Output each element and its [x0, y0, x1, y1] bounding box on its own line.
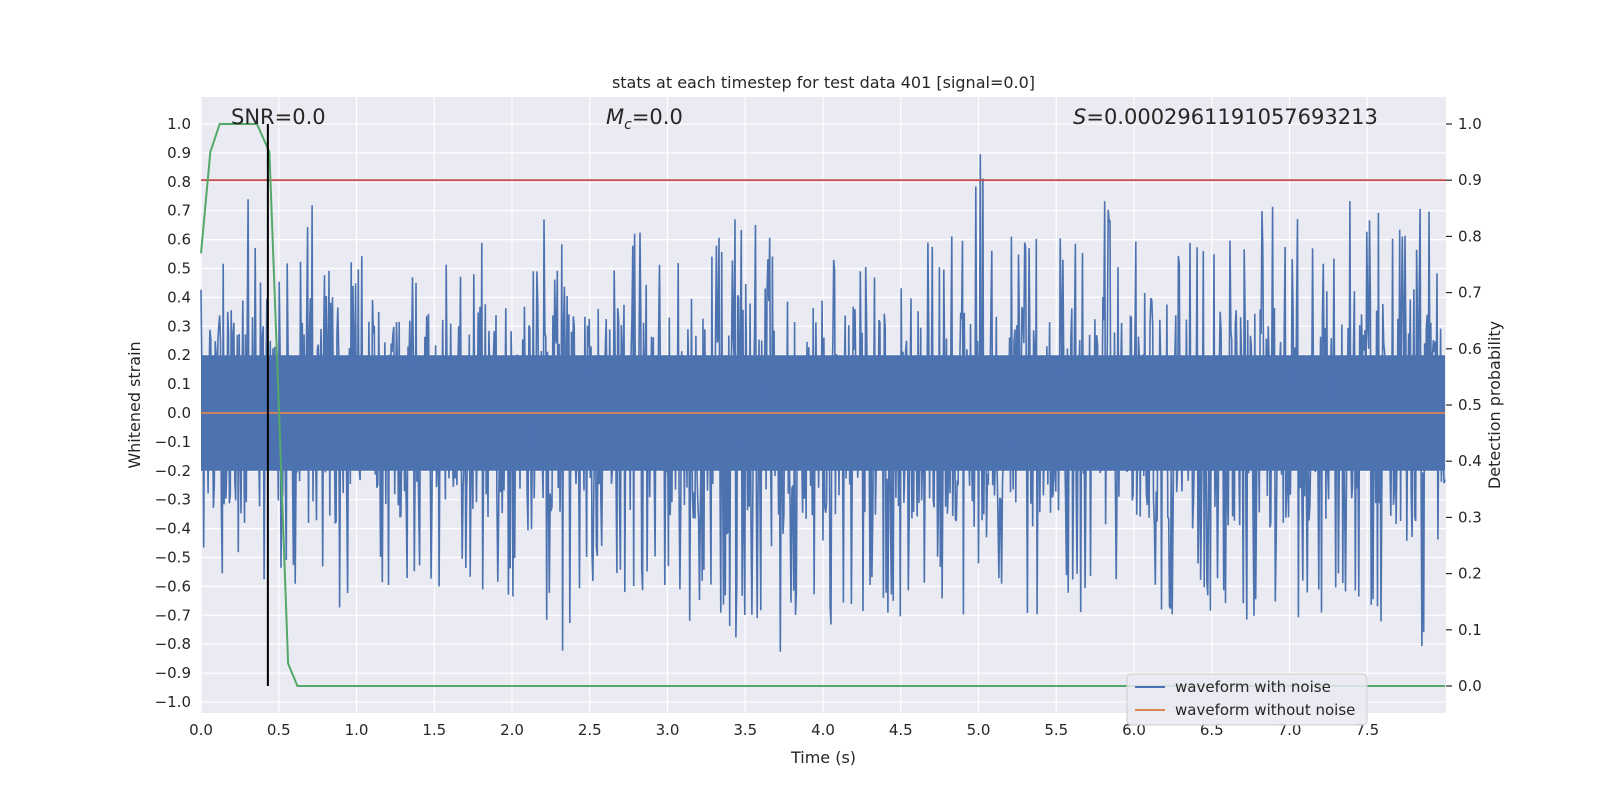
y-right-tick-label: 0.1	[1458, 621, 1482, 639]
y-right-tick-label: 0.2	[1458, 565, 1482, 583]
legend-label-waveform-without-noise: waveform without noise	[1175, 701, 1355, 719]
x-axis-label: Time (s)	[790, 748, 856, 767]
x-tick-label: 4.5	[889, 721, 913, 739]
y-tick-label: 0.7	[167, 202, 191, 220]
y-tick-label: 0.5	[167, 260, 191, 278]
x-tick-label: 0.0	[189, 721, 213, 739]
legend: waveform with noise waveform without noi…	[1126, 673, 1368, 726]
waveform-with-noise-line	[200, 154, 1446, 652]
y-tick-label: 0.6	[167, 231, 191, 249]
y-tick-label: −0.4	[155, 520, 191, 538]
y-tick-label: −0.6	[155, 577, 191, 595]
x-tick-label: 3.5	[733, 721, 757, 739]
y-axis-right-label: Detection probability	[1485, 321, 1504, 489]
y-tick-label: 0.8	[167, 173, 191, 191]
y-tick-label: −1.0	[155, 693, 191, 711]
chirp-mass-subscript: c	[624, 117, 632, 133]
y-right-tick-label: 0.5	[1458, 396, 1482, 414]
y-tick-label: 0.0	[167, 404, 191, 422]
snr-annotation: SNR=0.0	[231, 105, 326, 129]
x-tick-label: 2.0	[500, 721, 524, 739]
x-tick-label: 2.5	[578, 721, 602, 739]
detection-probability-line	[200, 123, 1445, 687]
y-tick-label: −0.9	[155, 664, 191, 682]
y-right-tick-label: 1.0	[1458, 115, 1482, 133]
axes: 0.0 0.5 1.0 1.5 2.0 2.5 3.0 3.5 4.0 4.5 5.0 5.5 6.0 6…	[155, 115, 1482, 739]
x-tick-label: 3.0	[656, 721, 680, 739]
y-right-tick-label: 0.0	[1458, 677, 1482, 695]
y-right-tick-label: 0.3	[1458, 508, 1482, 526]
y-tick-label: 0.2	[167, 346, 191, 364]
score-symbol: S	[1073, 105, 1086, 129]
y-tick-label: −0.2	[155, 462, 191, 480]
y-tick-label: 0.3	[167, 317, 191, 335]
y-tick-label: 0.9	[167, 144, 191, 162]
y-right-tick-label: 0.6	[1458, 340, 1482, 358]
x-tick-label: 4.0	[811, 721, 835, 739]
y-tick-label: −0.8	[155, 635, 191, 653]
chirp-mass-annotation: Mc=0.0	[606, 105, 683, 133]
y-tick-label: −0.1	[155, 433, 191, 451]
x-tick-label: 5.5	[1044, 721, 1068, 739]
y-tick-label: −0.7	[155, 606, 191, 624]
y-right-tick-label: 0.8	[1458, 227, 1482, 245]
y-axis-label: Whitened strain	[125, 341, 144, 468]
legend-label-waveform-with-noise: waveform with noise	[1175, 678, 1331, 696]
y-tick-label: 0.4	[167, 288, 191, 306]
x-tick-label: 5.0	[967, 721, 991, 739]
y-tick-label: 1.0	[167, 115, 191, 133]
y-right-tick-label: 0.9	[1458, 171, 1482, 189]
detection-probability-series	[200, 123, 1445, 687]
y-tick-label: −0.3	[155, 491, 191, 509]
chirp-mass-value: =0.0	[632, 105, 683, 129]
y-right-tick-label: 0.7	[1458, 284, 1482, 302]
chart-title: stats at each timestep for test data 401…	[612, 73, 1035, 92]
score-annotation: S=0.0002961191057693213	[1073, 105, 1378, 129]
y-right-tick-label: 0.4	[1458, 452, 1482, 470]
x-tick-label: 1.0	[345, 721, 369, 739]
legend-box	[1126, 673, 1368, 726]
x-tick-label: 1.5	[422, 721, 446, 739]
y-tick-label: 0.1	[167, 375, 191, 393]
x-tick-label: 0.5	[267, 721, 291, 739]
score-value: =0.0002961191057693213	[1086, 105, 1378, 129]
chirp-mass-symbol: M	[606, 105, 624, 129]
y-tick-label: −0.5	[155, 549, 191, 567]
